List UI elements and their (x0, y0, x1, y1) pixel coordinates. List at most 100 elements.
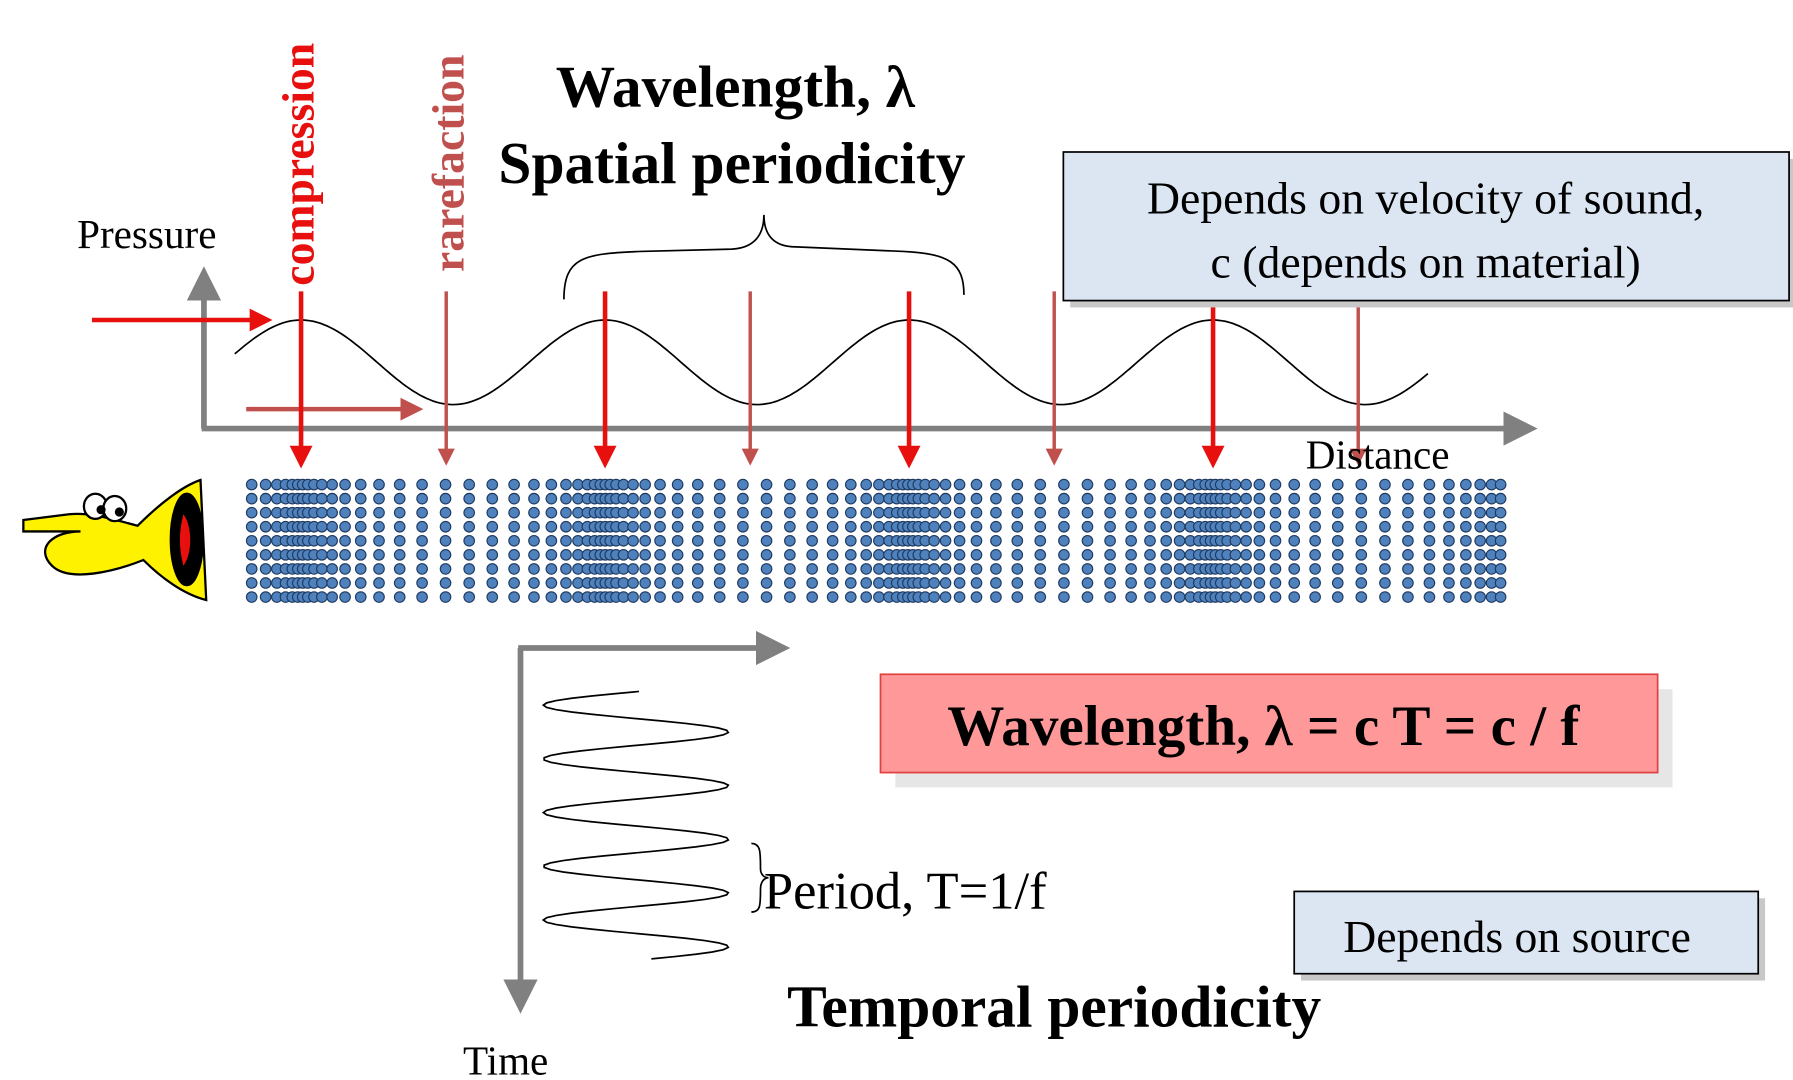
particle (627, 534, 639, 547)
particle (990, 534, 1002, 547)
particle (1160, 506, 1173, 519)
particle (1443, 563, 1455, 575)
particle (1144, 577, 1156, 589)
particle (1240, 506, 1252, 519)
particle (1269, 520, 1282, 533)
particle (245, 549, 258, 561)
particle (784, 506, 796, 519)
particle (1460, 563, 1472, 575)
particle (528, 563, 540, 575)
particle (713, 563, 726, 575)
particle (1494, 577, 1507, 589)
particle (1144, 563, 1156, 575)
particle (1011, 549, 1024, 561)
particle (970, 591, 983, 603)
particle (1443, 478, 1455, 491)
particle (1474, 549, 1486, 561)
particle (354, 563, 367, 575)
particle (416, 520, 428, 533)
particle (1104, 577, 1116, 589)
particle (713, 492, 726, 505)
particle (1081, 492, 1094, 505)
particle (545, 577, 558, 589)
period-label: Period, T=1/f (764, 863, 1047, 921)
particle (486, 577, 499, 589)
particle (737, 520, 749, 533)
particle (1309, 577, 1321, 589)
particle (939, 549, 952, 561)
particle (1125, 534, 1137, 547)
particle (627, 591, 639, 603)
particle (1081, 577, 1094, 589)
particle (617, 478, 630, 491)
particle (806, 520, 818, 533)
particle (463, 563, 476, 575)
particle (373, 534, 385, 547)
particle (737, 563, 749, 575)
particle (1253, 549, 1266, 561)
particle (1104, 478, 1116, 491)
particle (806, 563, 818, 575)
particle (1081, 591, 1094, 603)
particle (1229, 534, 1242, 547)
particle (860, 534, 873, 547)
particle (1104, 520, 1116, 533)
particle (1402, 563, 1414, 575)
particle (1494, 492, 1507, 505)
particle (528, 534, 540, 547)
particle (1355, 577, 1368, 589)
particle (1443, 534, 1455, 547)
particle (784, 534, 796, 547)
particle (1269, 577, 1282, 589)
particle (1081, 520, 1094, 533)
particle (1379, 549, 1391, 561)
period-brace (751, 842, 769, 913)
particle (528, 549, 540, 561)
particle (416, 478, 428, 491)
particle (354, 520, 367, 533)
particle (373, 492, 385, 505)
particle (806, 591, 818, 603)
particle (1144, 478, 1156, 491)
particle (1402, 492, 1414, 505)
particle (1269, 549, 1282, 561)
particle (826, 534, 839, 547)
particle (928, 591, 940, 603)
particle (316, 478, 328, 491)
particle (1309, 506, 1321, 519)
particle (545, 534, 558, 547)
particle (339, 492, 351, 505)
particle (259, 492, 272, 505)
particle (373, 577, 385, 589)
particle (1423, 563, 1436, 575)
compression-label: compression (273, 43, 324, 286)
particle (691, 534, 704, 547)
particle (654, 520, 666, 533)
particle (245, 577, 258, 589)
particle (860, 520, 873, 533)
particle (393, 520, 406, 533)
particle (1240, 520, 1252, 533)
particle (316, 506, 328, 519)
particle (393, 478, 406, 491)
particle (354, 478, 367, 491)
particle (1104, 563, 1116, 575)
particle (393, 563, 406, 575)
particle (326, 492, 338, 505)
particle (1058, 563, 1070, 575)
particle (463, 478, 476, 491)
particle (844, 534, 857, 547)
particle (1288, 506, 1301, 519)
particle (1229, 506, 1242, 519)
particle (1423, 478, 1436, 491)
particle (463, 520, 476, 533)
velocity-text: Depends on velocity of sound, (1147, 173, 1704, 224)
particle (671, 549, 684, 561)
particle (1423, 534, 1436, 547)
particle (463, 591, 476, 603)
particle (354, 591, 367, 603)
particle (508, 534, 520, 547)
particle (560, 478, 572, 491)
particle (1288, 478, 1301, 491)
